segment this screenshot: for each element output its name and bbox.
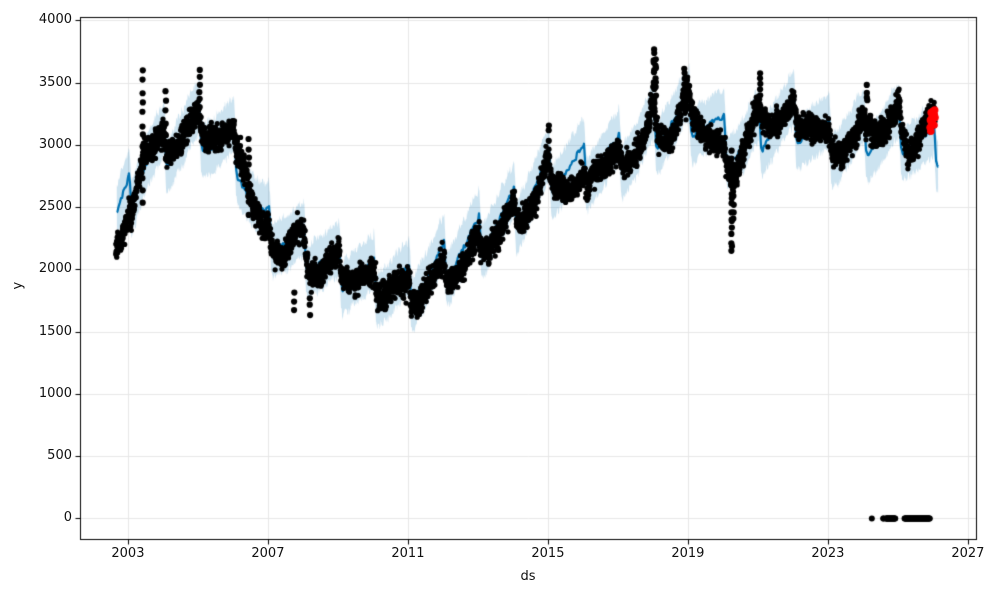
x-tick-label-2015: 2015 bbox=[531, 546, 565, 561]
y-tick-label-1500: 1500 bbox=[38, 323, 72, 339]
y-tick-label-2000: 2000 bbox=[38, 261, 72, 277]
y-tick-label-1000: 1000 bbox=[38, 385, 72, 401]
x-tick-label-2003: 2003 bbox=[111, 546, 145, 561]
y-tick-label-500: 500 bbox=[47, 448, 72, 464]
x-tick-label-2019: 2019 bbox=[671, 546, 705, 561]
y-tick-label-0: 0 bbox=[63, 510, 72, 526]
y-tick-label-4000: 4000 bbox=[38, 12, 72, 28]
y-tick-label-2500: 2500 bbox=[38, 199, 72, 215]
x-tick-label-2011: 2011 bbox=[391, 546, 425, 561]
x-tick-label-2023: 2023 bbox=[811, 546, 845, 561]
y-axis-label: y bbox=[10, 281, 26, 290]
x-tick-label-2027: 2027 bbox=[951, 546, 985, 561]
y-tick-label-3500: 3500 bbox=[38, 74, 72, 90]
x-axis-label: ds bbox=[520, 569, 536, 584]
x-tick-label-2007: 2007 bbox=[251, 546, 285, 561]
y-tick-label-3000: 3000 bbox=[38, 136, 72, 152]
